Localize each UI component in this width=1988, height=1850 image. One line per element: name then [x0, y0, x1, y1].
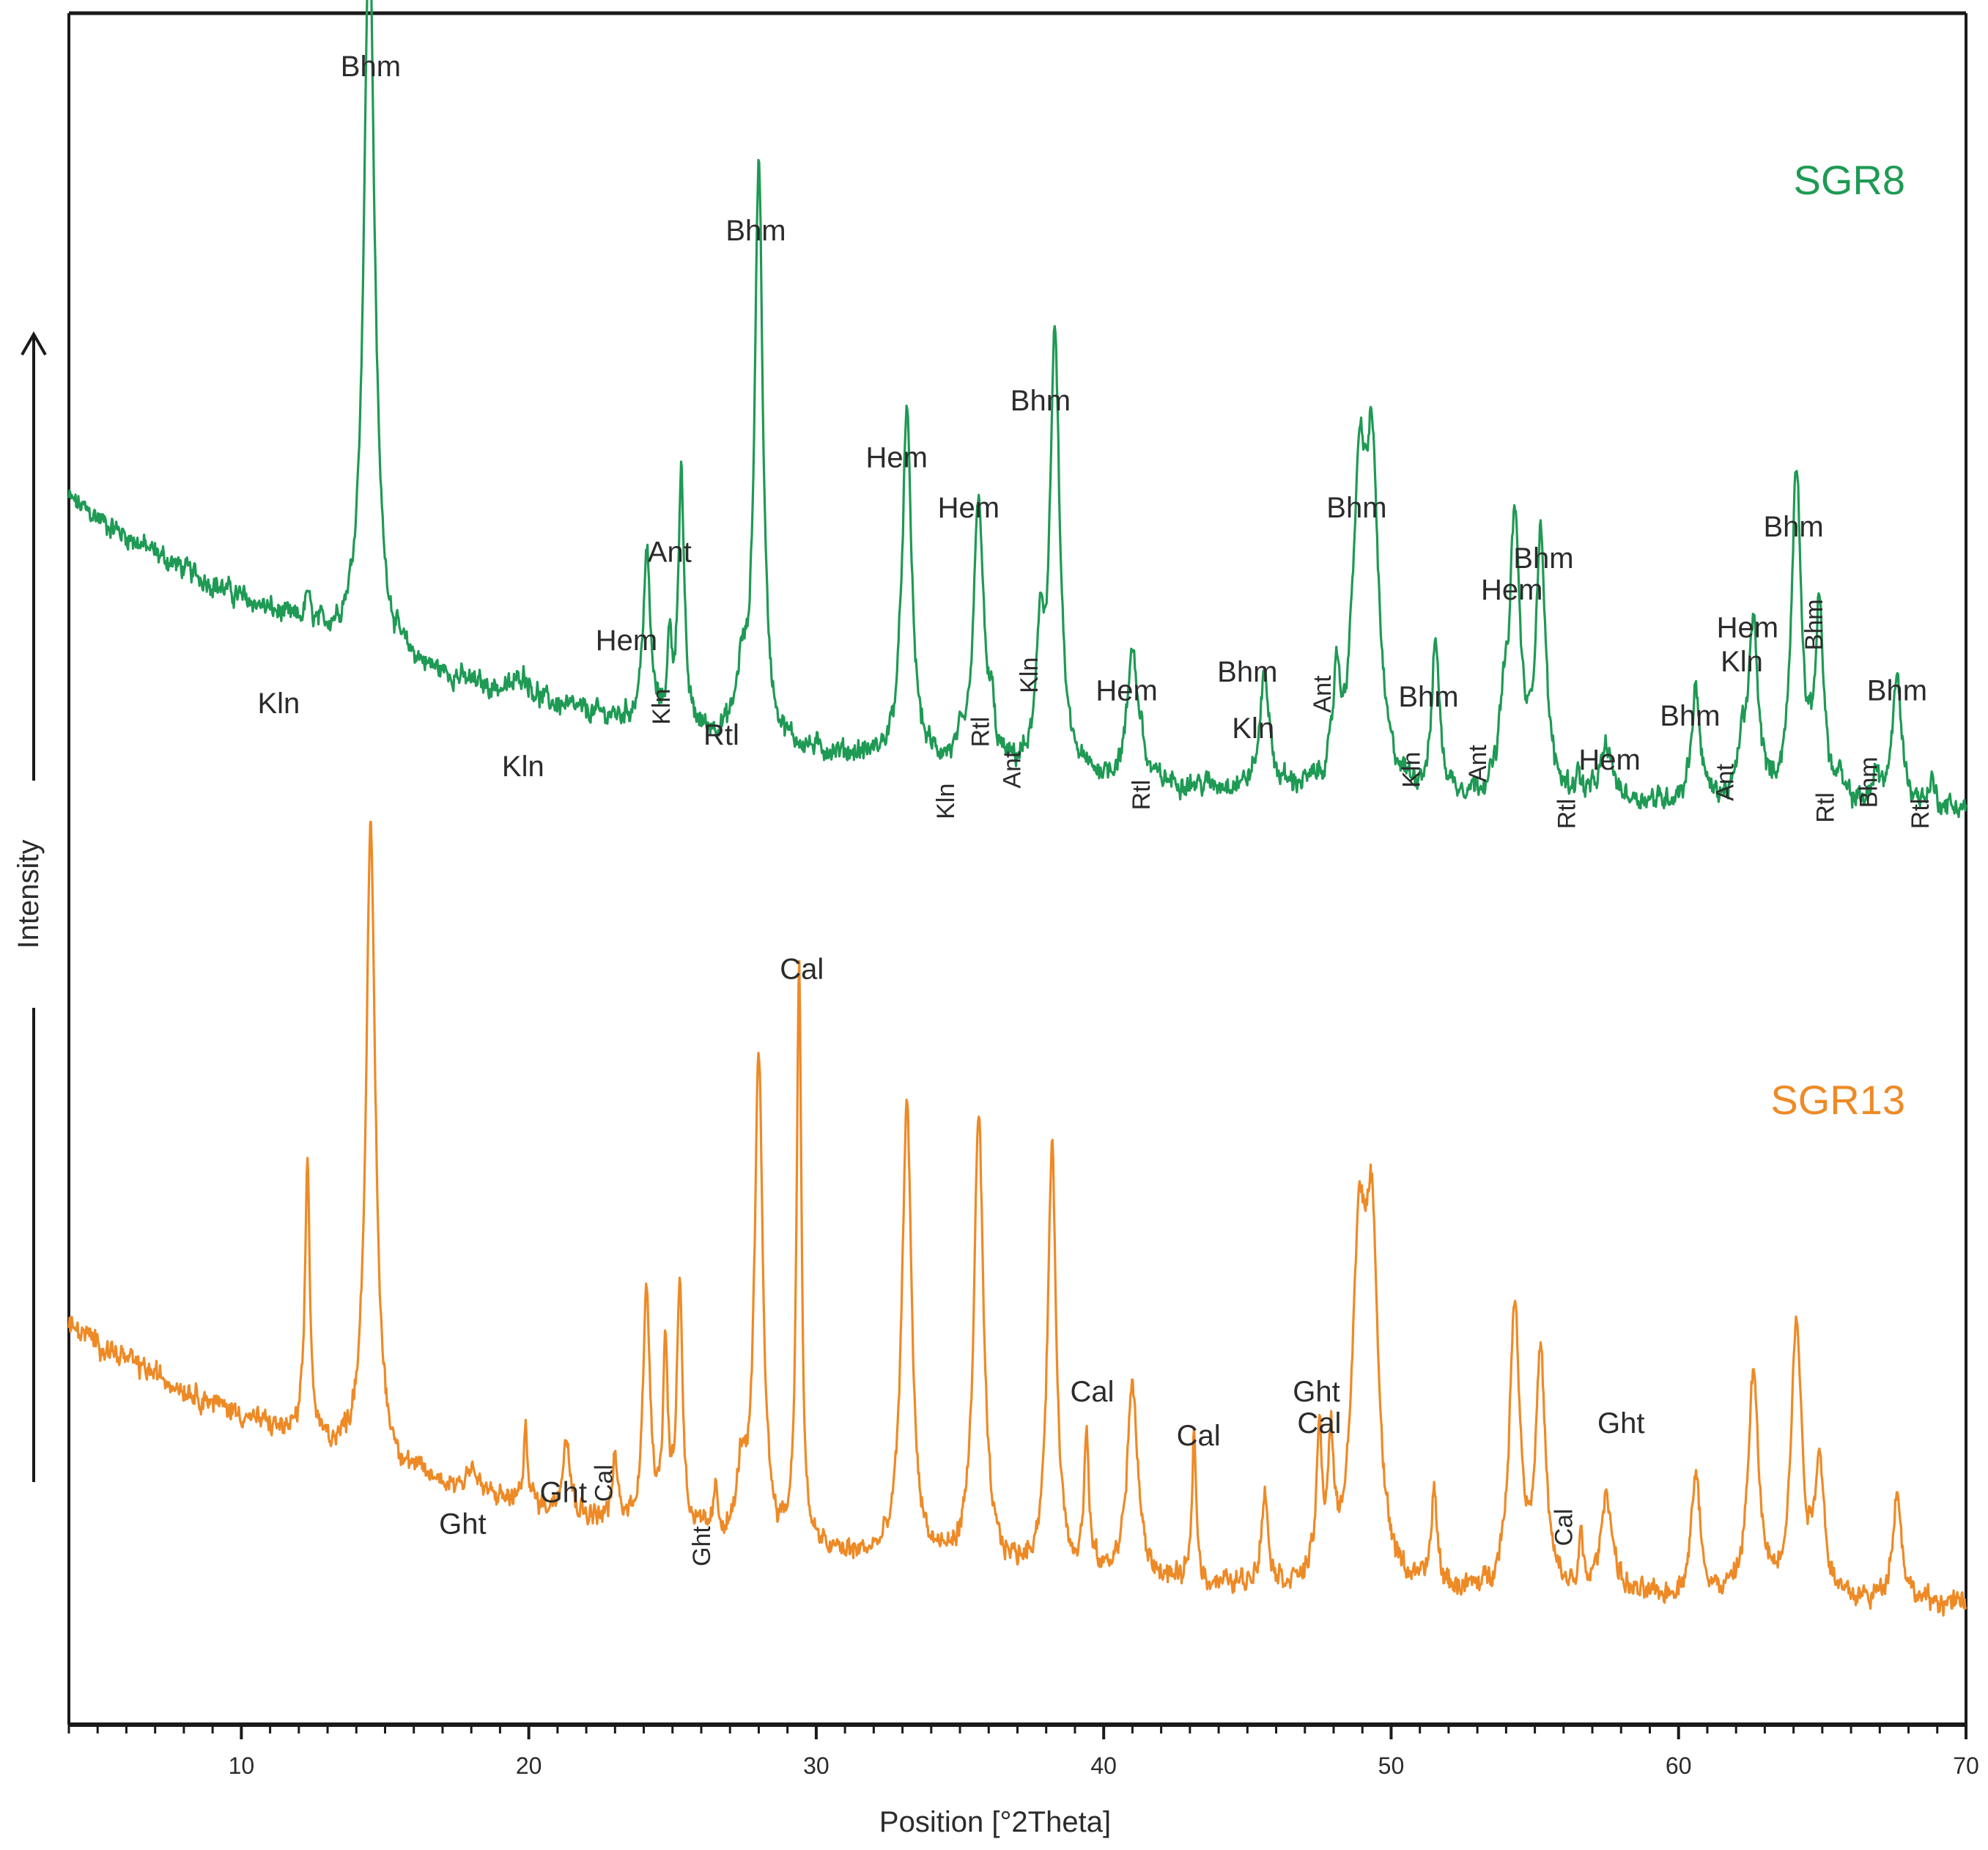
peak-label-kln: Kln: [1232, 712, 1274, 745]
peak-label-rtl: Rtl: [703, 719, 739, 751]
series-line-sgr8: [67, 0, 1967, 819]
peak-label-cal: Cal: [1297, 1407, 1341, 1440]
peak-label-bhm: Bhm: [1855, 756, 1882, 808]
peak-label-cal: Cal: [1070, 1376, 1114, 1408]
peak-label-rtl: Rtl: [967, 717, 994, 748]
peak-label-ght: Ght: [439, 1508, 486, 1540]
peak-label-bhm: Bhm: [1217, 656, 1277, 688]
x-tick-label: 10: [229, 1753, 255, 1779]
peak-label-ant: Ant: [1711, 763, 1739, 801]
peak-label-cal: Cal: [1177, 1420, 1221, 1452]
peak-label-kln: Kln: [257, 688, 300, 720]
peak-label-ght: Ght: [688, 1526, 716, 1566]
peak-label-rtl: Rtl: [1812, 792, 1840, 823]
peak-label-hem: Hem: [1717, 612, 1778, 644]
intensity-arrow-head: [21, 331, 47, 355]
peak-label-ant: Ant: [998, 751, 1026, 789]
peak-label-kln: Kln: [1721, 646, 1763, 678]
peak-label-kln: Kln: [932, 784, 960, 819]
peak-label-kln: Kln: [1016, 657, 1043, 693]
peak-label-bhm: Bhm: [341, 51, 401, 83]
y-axis-title: Intensity: [12, 840, 45, 949]
peak-label-bhm: Bhm: [1513, 542, 1573, 575]
peak-label-ght: Ght: [1293, 1376, 1340, 1408]
sample-label-sgr13: SGR13: [1770, 1077, 1905, 1123]
peak-label-ght: Ght: [1597, 1407, 1644, 1440]
peak-label-rtl: Rtl: [1907, 799, 1935, 830]
peak-label-bhm: Bhm: [1398, 681, 1458, 713]
peak-label-hem: Hem: [1095, 675, 1157, 707]
peak-label-bhm: Bhm: [1660, 700, 1720, 732]
peak-label-bhm: Bhm: [1326, 492, 1386, 524]
x-tick-label: 50: [1378, 1753, 1405, 1779]
peak-label-bhm: Bhm: [1763, 511, 1823, 543]
sample-label-sgr8: SGR8: [1794, 157, 1906, 203]
peak-label-ght: Ght: [539, 1476, 586, 1508]
series-line-sgr13: [67, 820, 1967, 1617]
peak-label-bhm: Bhm: [1010, 385, 1071, 417]
peak-label-hem: Hem: [938, 492, 999, 524]
peak-label-rtl: Rtl: [1128, 780, 1156, 811]
peak-label-bhm: Bhm: [1800, 599, 1828, 650]
peak-label-bhm: Bhm: [725, 215, 786, 247]
peak-label-ant: Ant: [648, 536, 692, 568]
peak-label-bhm: Bhm: [1867, 675, 1927, 707]
peak-label-hem: Hem: [1578, 744, 1640, 776]
x-axis-title: Position [°2Theta]: [879, 1806, 1111, 1838]
x-tick-label: 20: [516, 1753, 542, 1779]
peak-label-hem: Hem: [865, 441, 927, 473]
peak-label-rtl: Rtl: [1553, 799, 1581, 830]
peak-label-ant: Ant: [1464, 745, 1492, 783]
peak-label-ant: Ant: [1309, 675, 1337, 713]
x-axis-tick-labels: 10 20 30 40 50 60 70: [229, 1753, 1979, 1779]
peak-label-cal: Cal: [780, 954, 824, 986]
x-tick-label: 30: [803, 1753, 829, 1779]
x-tick-label: 70: [1953, 1753, 1979, 1779]
x-tick-label: 60: [1666, 1753, 1692, 1779]
x-axis-ticks: [67, 1725, 1967, 1739]
sgr8-peak-labels: BhmBhmBhmBhmHemHemAntHemKlnKlnRtlHemBhmK…: [257, 51, 1935, 829]
peak-label-kln: Kln: [1398, 752, 1426, 788]
peak-label-hem: Hem: [1481, 574, 1542, 606]
peak-label-cal: Cal: [590, 1464, 618, 1502]
peak-label-kln: Kln: [502, 751, 544, 783]
x-tick-label: 40: [1090, 1753, 1117, 1779]
peak-label-kln: Kln: [648, 689, 676, 725]
peak-label-hem: Hem: [596, 624, 657, 657]
peak-label-cal: Cal: [1551, 1508, 1578, 1546]
